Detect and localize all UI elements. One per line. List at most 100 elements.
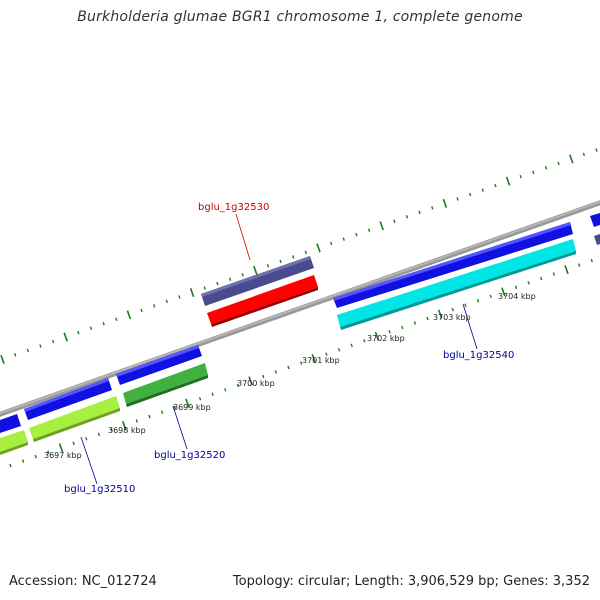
minor-tick <box>178 295 181 299</box>
minor-tick <box>456 197 459 201</box>
major-tick <box>316 243 321 253</box>
minor-tick <box>544 166 548 170</box>
minor-tick <box>532 170 535 175</box>
minor-tick <box>577 263 581 267</box>
minor-tick <box>292 255 295 259</box>
gene-edge-left-blue[interactable] <box>0 414 21 433</box>
minor-tick <box>299 361 303 365</box>
major-tick <box>442 198 448 208</box>
minor-tick <box>160 410 164 414</box>
minor-tick <box>329 241 333 246</box>
gene-bglu-1g32530-red[interactable] <box>207 275 318 327</box>
minor-tick <box>350 343 353 348</box>
gene-bglu-1g32520-green[interactable] <box>123 363 208 407</box>
minor-tick <box>198 396 202 401</box>
leader-bglu-1g32520 <box>172 405 188 450</box>
topology-text: Topology: circular; Length: 3,906,529 bp… <box>232 574 590 589</box>
major-tick <box>189 288 195 298</box>
minor-tick <box>590 258 593 263</box>
major-tick <box>185 398 190 408</box>
minor-tick <box>21 459 25 463</box>
scale-label: 3700 kbp <box>237 379 275 388</box>
gene-bglu-1g32510-lime[interactable] <box>29 396 120 442</box>
gene-edge-navy[interactable] <box>594 234 600 245</box>
minor-tick <box>405 215 409 219</box>
gene-label-bglu-1g32530[interactable]: bglu_1g32530 <box>198 202 269 213</box>
gene-edge-left-lime[interactable] <box>0 430 28 455</box>
minor-tick <box>89 326 93 330</box>
minor-tick <box>97 432 101 437</box>
minor-tick <box>527 281 530 285</box>
minor-tick <box>110 428 113 432</box>
minor-tick <box>51 339 55 344</box>
minor-tick <box>489 294 492 299</box>
minor-tick <box>77 330 80 335</box>
major-tick <box>569 154 574 164</box>
minor-tick <box>72 441 75 446</box>
major-tick <box>0 354 5 364</box>
major-tick <box>505 176 511 186</box>
major-tick <box>501 287 506 297</box>
genome-title: Burkholderia glumae BGR1 chromosome 1, c… <box>77 9 523 25</box>
major-tick <box>253 265 258 275</box>
genome-backbone <box>0 200 600 417</box>
minor-tick <box>464 303 467 307</box>
minor-tick <box>173 405 176 410</box>
minor-tick <box>393 219 396 224</box>
gene-label-bglu-1g32540[interactable]: bglu_1g32540 <box>443 350 514 361</box>
major-tick <box>126 310 132 320</box>
minor-tick <box>216 281 219 286</box>
major-tick <box>58 443 64 453</box>
minor-tick <box>557 161 560 166</box>
accession-text: Accession: NC_012724 <box>9 574 157 589</box>
minor-tick <box>115 317 118 322</box>
minor-tick <box>367 228 371 232</box>
gene-edge-blue[interactable] <box>590 213 600 227</box>
gene-bglu-1g32530-navy[interactable] <box>201 256 314 306</box>
major-tick <box>311 354 317 364</box>
minor-tick <box>426 316 429 321</box>
major-tick <box>437 309 443 319</box>
minor-tick <box>274 370 278 374</box>
minor-tick <box>418 210 421 215</box>
minor-tick <box>468 192 472 197</box>
gene-bglu-1g32520-blue[interactable] <box>116 345 202 385</box>
minor-tick <box>153 304 156 308</box>
minor-tick <box>228 277 232 281</box>
scale-label: 3701 kbp <box>302 356 340 365</box>
minor-tick <box>476 298 480 303</box>
minor-tick <box>540 276 543 281</box>
gene-bglu-1g32540-blue[interactable] <box>333 222 573 308</box>
scale-label: 3704 kbp <box>498 292 536 301</box>
inner-tick-track <box>9 258 593 468</box>
minor-tick <box>26 348 30 353</box>
major-tick <box>63 332 68 342</box>
minor-tick <box>342 237 345 241</box>
minor-tick <box>14 353 17 357</box>
gene-label-bglu-1g32520[interactable]: bglu_1g32520 <box>154 450 225 461</box>
gene-bglu-1g32540-cyan[interactable] <box>337 239 576 330</box>
minor-tick <box>494 183 497 188</box>
minor-tick <box>85 437 88 441</box>
minor-tick <box>102 321 105 326</box>
minor-tick <box>304 250 308 255</box>
gene-label-bglu-1g32510[interactable]: bglu_1g32510 <box>64 484 135 495</box>
minor-tick <box>481 188 484 192</box>
gene-bglu-1g32510-blue[interactable] <box>24 378 112 420</box>
outer-tick-track <box>0 148 598 364</box>
leader-bglu-1g32530 <box>235 213 251 261</box>
major-tick <box>374 331 380 341</box>
minor-tick <box>262 374 265 379</box>
scale-label: 3703 kbp <box>433 313 471 322</box>
major-tick <box>379 221 384 231</box>
minor-tick <box>148 414 151 419</box>
minor-tick <box>355 232 358 237</box>
minor-tick <box>514 285 518 290</box>
minor-tick <box>236 383 240 388</box>
major-tick <box>248 376 253 386</box>
minor-tick <box>287 365 290 370</box>
leader-bglu-1g32510 <box>80 436 98 485</box>
minor-tick <box>582 152 586 157</box>
minor-tick <box>211 392 214 397</box>
minor-tick <box>401 325 404 330</box>
